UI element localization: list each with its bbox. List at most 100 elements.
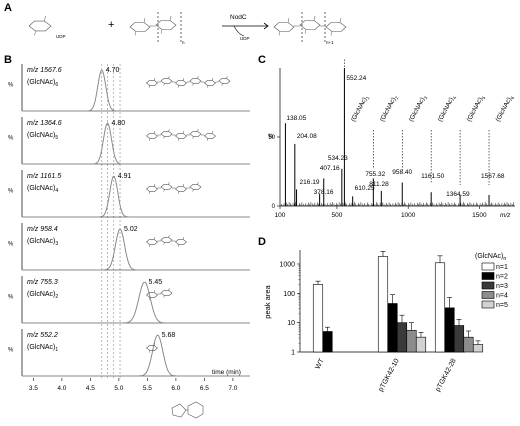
bar bbox=[387, 303, 398, 353]
trace-compound-subscript: 3 bbox=[55, 241, 58, 247]
reaction-arrowhead bbox=[263, 22, 269, 30]
peak-mz-label: 204.08 bbox=[297, 133, 317, 140]
category-label: pTGK42-28 bbox=[435, 358, 458, 393]
chromatogram-oligomer-ring-icon bbox=[175, 236, 187, 247]
panel-a-scheme: UDP + n NodC UDP n+1 bbox=[28, 12, 347, 45]
panel-a-letter: A bbox=[4, 2, 12, 14]
x-axis-label: time (min) bbox=[212, 369, 241, 376]
trace-compound-label: (GlcNAc)5 bbox=[27, 132, 58, 141]
oligomer-annotation: (GlcNAc)2 bbox=[379, 94, 400, 124]
peak-time-label: 4.91 bbox=[118, 173, 132, 180]
chromatogram-peak bbox=[22, 69, 250, 112]
bar bbox=[472, 344, 484, 353]
chromatogram-peak bbox=[22, 228, 250, 271]
legend-swatch bbox=[481, 300, 495, 309]
bar bbox=[463, 336, 474, 353]
trace-y-unit: % bbox=[8, 295, 14, 301]
peak-mz-label: 407.16 bbox=[320, 165, 340, 172]
trace-mz-label: m/z 1161.5 bbox=[27, 173, 61, 180]
chain-n-ring-icon bbox=[129, 17, 151, 36]
bar bbox=[434, 262, 446, 353]
peak-time-label: 4.70 bbox=[106, 67, 120, 74]
legend-label: n=3 bbox=[496, 283, 508, 290]
chromatogram-oligomer-ring-icon bbox=[146, 342, 158, 353]
bar bbox=[312, 284, 324, 353]
chromatogram-oligomer-ring-icon bbox=[204, 77, 216, 88]
chromatogram-oligomer-ring-icon bbox=[175, 183, 187, 194]
panel-b-chromatograms: % 4.70 m/z 1567.6 (GlcNAc)6% 4.80 m/z 1364.6 (… bbox=[8, 64, 250, 419]
y-axis-unit: % bbox=[268, 134, 274, 140]
peak-time-label: 5.45 bbox=[149, 279, 163, 286]
bar bbox=[444, 307, 455, 353]
x-tick-label: 7.0 bbox=[228, 385, 237, 392]
y-tick-label: 10 bbox=[287, 320, 295, 327]
oligomer-annotation: (GlcNAc)6 bbox=[495, 94, 516, 124]
chromatogram-trace: % 5.45 m/z 755.3 (GlcNAc)2 bbox=[8, 276, 250, 324]
chromatogram-oligomer-ring-icon bbox=[218, 75, 231, 86]
udp-release-label: UDP bbox=[240, 36, 250, 41]
chain-n1-ring-icon bbox=[299, 15, 321, 34]
chromatogram-oligomer-ring-icon bbox=[160, 75, 173, 86]
chain-n1-ring-icon bbox=[325, 17, 347, 36]
x-tick-label: 1000 bbox=[401, 212, 416, 219]
chain-n1-ring-icon bbox=[273, 17, 295, 36]
chromatogram-oligomer-ring-icon bbox=[146, 130, 158, 141]
bar bbox=[377, 256, 389, 353]
oligomer-annotation-subscript: 2 bbox=[394, 95, 400, 100]
trace-y-unit: % bbox=[8, 348, 14, 354]
bar bbox=[396, 322, 408, 353]
udp-glcnac-structure: UDP bbox=[28, 16, 66, 39]
chromatogram-oligomer-ring-icon bbox=[146, 77, 158, 88]
trace-compound-label: (GlcNAc)3 bbox=[27, 238, 58, 247]
oligomer-annotation: (GlcNAc)3 bbox=[408, 94, 429, 124]
oligomer-annotation-subscript: 4 bbox=[452, 95, 458, 100]
x-tick-label: 4.5 bbox=[86, 385, 95, 392]
oligomer-annotation: (GlcNAc)1 bbox=[350, 94, 371, 124]
trace-compound-subscript: 5 bbox=[55, 135, 58, 141]
peak-mz-label: 216.19 bbox=[300, 179, 320, 186]
peak-mz-label: 552.24 bbox=[346, 75, 366, 82]
legend-label: n=5 bbox=[496, 302, 508, 309]
trace-mz-label: m/z 755.3 bbox=[27, 279, 58, 286]
bar bbox=[415, 336, 427, 353]
chitin-chain-n1-structure: n+1 bbox=[273, 12, 347, 45]
chromatogram-trace: % 4.80 m/z 1364.6 (GlcNAc)5 bbox=[8, 117, 250, 165]
oligomer-annotation-subscript: 1 bbox=[365, 95, 371, 100]
udp-release-arrow bbox=[233, 25, 245, 37]
panel-d-bar-chart: 1 10 100 1000 peak area WT pTGK42-10 pTGK42-28 (… bbox=[263, 250, 508, 393]
plus-sign: + bbox=[108, 19, 114, 31]
bar bbox=[322, 331, 333, 353]
x-tick-label: 5.0 bbox=[114, 385, 123, 392]
trace-compound-label: (GlcNAc)2 bbox=[27, 291, 58, 300]
x-tick-label: 4.0 bbox=[57, 385, 66, 392]
trace-y-unit: % bbox=[8, 83, 14, 89]
legend-title: (GlcNAc)n bbox=[475, 253, 506, 262]
panel-d-letter: D bbox=[258, 236, 266, 248]
chromatogram-oligomer-ring-icon bbox=[160, 181, 173, 192]
legend-label: n=4 bbox=[496, 293, 508, 300]
panel-b-letter: B bbox=[4, 54, 12, 66]
peak-mz-label: 1567.68 bbox=[481, 173, 505, 180]
trace-mz-label: m/z 1567.6 bbox=[27, 67, 62, 74]
chromatogram-oligomer-ring-icon bbox=[189, 128, 202, 139]
peak-mz-label: 1364.59 bbox=[446, 191, 470, 198]
chromatogram-peak bbox=[22, 281, 250, 324]
legend-label: n=2 bbox=[496, 274, 508, 281]
panel-c-mass-spectrum: 0 50% 100 500 1000 1500 m/z 138.05 204.08 216.19 3… bbox=[268, 58, 515, 219]
bar bbox=[453, 325, 465, 353]
trace-compound-label: (GlcNAc)4 bbox=[27, 185, 58, 194]
glcnac-ring-icon bbox=[28, 16, 52, 36]
peak-mz-label: 755.32 bbox=[365, 171, 385, 178]
panel-c-letter: C bbox=[258, 54, 266, 66]
oligomer-annotation-subscript: 3 bbox=[423, 95, 429, 100]
oligomer-annotation-subscript: 6 bbox=[510, 95, 516, 100]
x-tick-label: 6.0 bbox=[171, 385, 180, 392]
chromatogram-trace: % 4.91 m/z 1161.5 (GlcNAc)4 bbox=[8, 170, 250, 218]
y-tick-label: 1000 bbox=[279, 261, 295, 268]
chromatogram-trace: % 4.70 m/z 1567.6 (GlcNAc)6 bbox=[8, 64, 250, 112]
y-tick-label: 0 bbox=[272, 204, 276, 210]
x-tick-label: 6.5 bbox=[200, 385, 209, 392]
trace-compound-subscript: 4 bbox=[55, 188, 58, 194]
chromatogram-oligomer-ring-icon bbox=[160, 128, 173, 139]
